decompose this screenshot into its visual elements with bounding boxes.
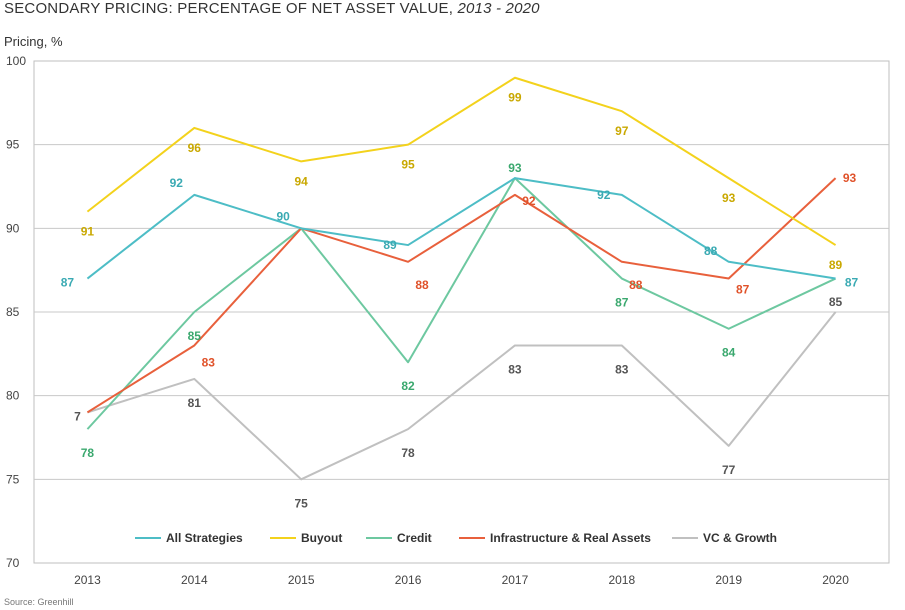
data-label: 93	[508, 161, 522, 175]
data-label: 77	[722, 463, 736, 477]
series-line	[86, 177, 837, 414]
data-label: 78	[81, 446, 95, 460]
data-label: 93	[843, 171, 857, 185]
data-label: 87	[845, 276, 859, 290]
data-label: 95	[401, 158, 415, 172]
x-tick-label: 2014	[181, 573, 208, 587]
data-label: 94	[295, 174, 309, 188]
series-buyout	[86, 76, 837, 246]
x-tick-label: 2016	[395, 573, 422, 587]
chart-title: SECONDARY PRICING: PERCENTAGE OF NET ASS…	[4, 0, 540, 17]
data-label: 87	[615, 296, 629, 310]
y-tick-label: 100	[6, 54, 26, 68]
data-label: 84	[722, 346, 736, 360]
y-tick-label: 90	[6, 221, 20, 235]
data-label: 83	[615, 362, 629, 376]
x-tick-label: 2013	[74, 573, 101, 587]
y-tick-label: 95	[6, 138, 20, 152]
y-axis-label: Pricing, %	[4, 34, 63, 49]
y-tick-label: 80	[6, 389, 20, 403]
data-label: 89	[383, 238, 397, 252]
legend-item: VC & Growth	[672, 531, 777, 545]
data-label: 85	[188, 329, 202, 343]
legend-item: Credit	[366, 531, 432, 545]
series-vc-growth	[87, 311, 837, 481]
data-label: 96	[188, 141, 202, 155]
data-label: 83	[508, 362, 522, 376]
series-infrastructure-real-assets	[86, 177, 837, 414]
legend-item: Infrastructure & Real Assets	[459, 531, 651, 545]
data-label: 93	[722, 191, 736, 205]
data-label: 92	[522, 194, 536, 208]
legend-label: VC & Growth	[703, 531, 777, 545]
data-label: 97	[615, 124, 629, 138]
legend-item: All Strategies	[135, 531, 243, 545]
data-label: 75	[295, 496, 309, 510]
legend-item: Buyout	[270, 531, 342, 545]
series-credit	[86, 177, 836, 430]
series-line	[86, 177, 836, 280]
data-label: 91	[81, 225, 95, 239]
data-label: 82	[401, 379, 415, 393]
source-note: Source: Greenhill	[4, 597, 74, 607]
legend-label: Buyout	[301, 531, 342, 545]
x-tick-label: 2015	[288, 573, 315, 587]
series-line	[86, 177, 836, 430]
y-tick-label: 75	[6, 472, 20, 486]
x-tick-label: 2018	[608, 573, 635, 587]
x-tick-label: 2020	[822, 573, 849, 587]
data-label: 88	[629, 278, 643, 292]
data-label: 85	[829, 295, 843, 309]
y-tick-label: 70	[6, 556, 20, 570]
data-label: 99	[508, 91, 522, 105]
legend-label: Infrastructure & Real Assets	[490, 531, 651, 545]
y-tick-label: 85	[6, 305, 20, 319]
x-tick-label: 2017	[502, 573, 529, 587]
data-label: 78	[401, 446, 415, 460]
data-label: 7	[74, 409, 81, 423]
data-label: 87	[61, 276, 75, 290]
legend-label: All Strategies	[166, 531, 243, 545]
data-label: 88	[704, 244, 718, 258]
x-tick-label: 2019	[715, 573, 742, 587]
chart-title-main: SECONDARY PRICING: PERCENTAGE OF NET ASS…	[4, 0, 454, 17]
data-label: 92	[170, 176, 184, 190]
data-label: 83	[202, 355, 216, 369]
legend-label: Credit	[397, 531, 432, 545]
data-label: 81	[188, 396, 202, 410]
chart-title-years: 2013 - 2020	[457, 0, 540, 17]
data-label: 88	[415, 278, 429, 292]
series-all-strategies	[86, 177, 836, 280]
series-line	[87, 311, 837, 481]
series-line	[86, 76, 837, 246]
data-label: 87	[736, 283, 750, 297]
data-label: 90	[277, 209, 291, 223]
data-label: 92	[597, 188, 611, 202]
data-label: 89	[829, 258, 843, 272]
